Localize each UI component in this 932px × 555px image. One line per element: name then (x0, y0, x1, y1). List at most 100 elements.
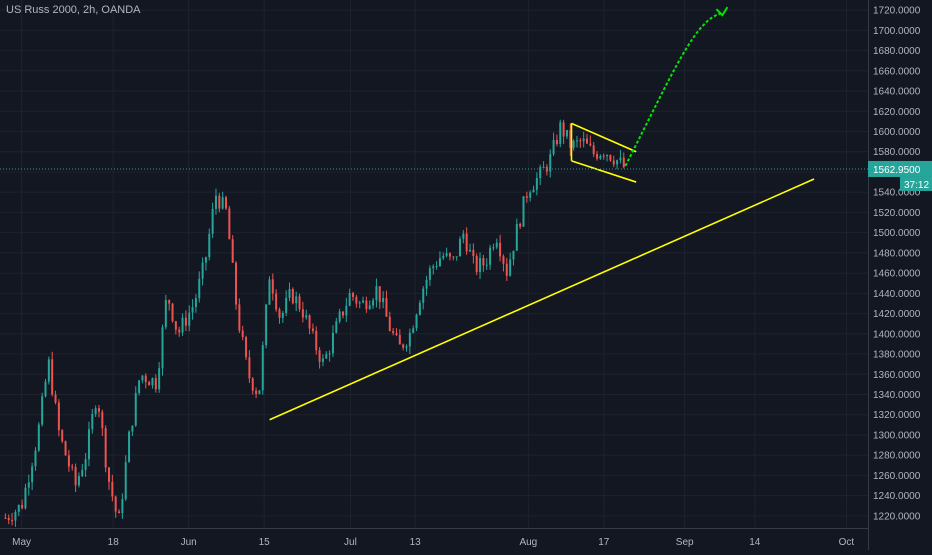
candle-body (141, 375, 144, 381)
candle-body (11, 520, 14, 522)
candle-body (47, 359, 50, 382)
candle-body (275, 293, 278, 310)
candle-body (278, 309, 281, 318)
candle-body (458, 238, 461, 257)
candle-body (552, 139, 555, 155)
candle-body (191, 307, 194, 313)
candle-body (358, 302, 361, 304)
candle-body (77, 476, 80, 486)
price-tick-label: 1580.0000 (873, 147, 921, 158)
candle-body (44, 381, 47, 397)
candle-body (609, 155, 612, 161)
price-tick-label: 1680.0000 (873, 46, 921, 57)
candle-body (535, 177, 538, 190)
candle-body (388, 316, 391, 331)
candle-body (616, 160, 619, 165)
candle-body (525, 196, 528, 198)
candle-body (238, 304, 241, 331)
candle-body (235, 262, 238, 305)
candle-body (37, 424, 40, 451)
candle-body (54, 394, 57, 403)
candle-body (67, 455, 70, 467)
candle-body (338, 311, 341, 322)
candle-body (472, 249, 475, 257)
candle-body (529, 192, 532, 198)
candle-body (395, 332, 398, 335)
candle-body (539, 167, 542, 178)
candle-body (94, 408, 97, 415)
time-tick-label: Jun (181, 537, 197, 548)
candle-body (255, 390, 258, 394)
candle-body (111, 481, 114, 497)
candles-layer (4, 119, 625, 527)
candle-body (74, 467, 77, 486)
candle-body (305, 315, 308, 318)
price-tick-label: 1420.0000 (873, 309, 921, 320)
candle-body (288, 289, 291, 298)
candle-body (258, 390, 261, 394)
candle-body (555, 139, 558, 145)
candle-body (549, 154, 552, 172)
candle-body (559, 122, 562, 145)
candle-body (572, 140, 575, 148)
candle-body (586, 138, 589, 144)
time-tick-label: May (12, 537, 31, 548)
candle-body (348, 293, 351, 306)
candle-body (619, 157, 622, 161)
candle-body (352, 293, 355, 297)
candle-body (57, 402, 60, 431)
candle-body (392, 330, 395, 333)
candle-body (542, 166, 545, 168)
price-tick-label: 1260.0000 (873, 471, 921, 482)
projection-arrowhead (715, 6, 729, 17)
candle-body (402, 344, 405, 348)
candle-body (218, 195, 221, 209)
candle-body (201, 262, 204, 279)
candle-body (398, 334, 401, 345)
candle-body (442, 255, 445, 259)
candle-body (582, 138, 585, 142)
candle-body (612, 160, 615, 165)
time-tick-label: 13 (410, 537, 422, 548)
candle-body (515, 223, 518, 251)
candle-body (469, 249, 472, 252)
candle-body (134, 393, 137, 426)
price-tick-label: 1360.0000 (873, 370, 921, 381)
candle-body (171, 303, 174, 322)
drawings-layer[interactable] (269, 6, 815, 421)
candle-body (34, 450, 37, 467)
time-tick-label: Oct (839, 537, 855, 548)
price-tick-label: 1620.0000 (873, 107, 921, 118)
candle-body (17, 504, 20, 512)
candle-body (138, 380, 141, 394)
candle-body (194, 298, 197, 308)
candle-body (295, 296, 298, 304)
candle-body (64, 441, 67, 456)
candle-body (596, 154, 599, 159)
candle-body (499, 242, 502, 257)
candle-body (108, 467, 111, 482)
candle-body (495, 242, 498, 248)
price-tick-label: 1660.0000 (873, 66, 921, 77)
candle-body (181, 317, 184, 333)
candle-body (154, 378, 157, 390)
candle-body (51, 359, 54, 395)
candle-body (298, 296, 301, 310)
candle-body (158, 368, 161, 390)
candle-body (198, 278, 201, 299)
candle-body (245, 337, 248, 358)
candle-body (405, 346, 408, 348)
candle-body (301, 309, 304, 318)
price-tick-label: 1440.0000 (873, 289, 921, 300)
candle-body (435, 266, 438, 268)
candle-body (465, 233, 468, 252)
price-tick-label: 1600.0000 (873, 127, 921, 138)
time-tick-label: 18 (108, 537, 120, 548)
candle-body (375, 286, 378, 301)
candle-body (599, 155, 602, 159)
candle-body (415, 314, 418, 329)
price-tick-label: 1240.0000 (873, 491, 921, 502)
candle-body (251, 378, 254, 391)
